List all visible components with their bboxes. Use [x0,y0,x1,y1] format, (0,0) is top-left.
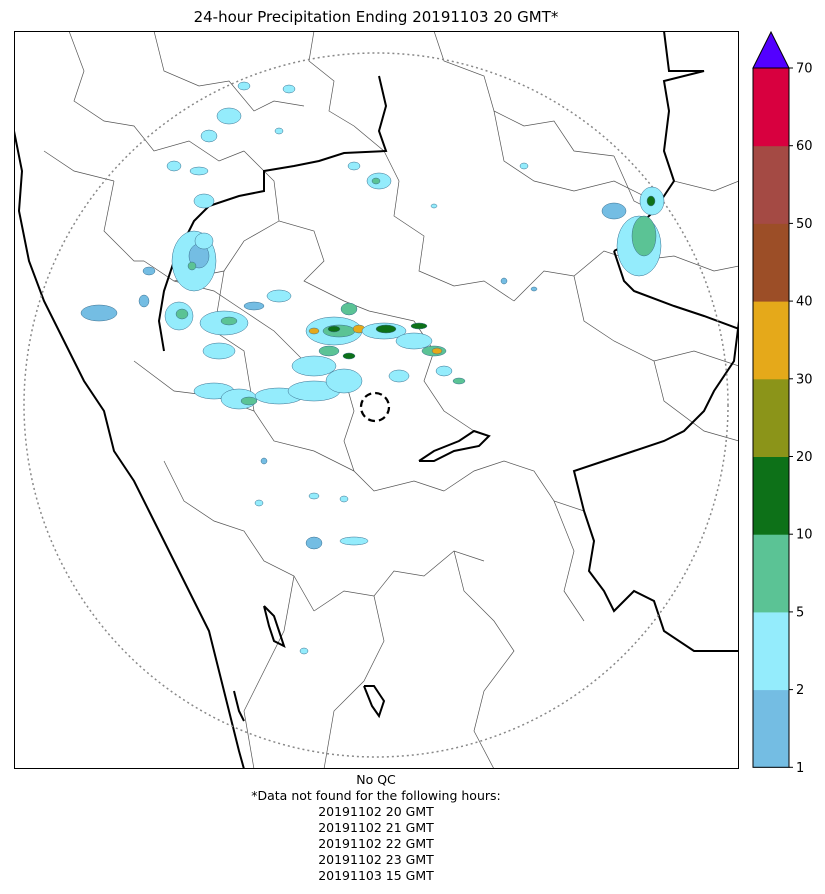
colorbar-segment [753,145,789,224]
colorbar-segment [753,611,789,691]
precipitation-echoes [80,81,665,655]
radar-site-marker [359,391,391,423]
colorbar-segment [753,301,789,380]
colorbar-segment [753,68,789,147]
colorbar-segment [753,456,789,535]
colorbar-tick-label: 2 [796,683,804,698]
colorbar-tick-label: 70 [796,62,813,77]
map-background [14,31,739,769]
colorbar-tick-label: 20 [796,450,813,465]
colorbar-tick-label: 40 [796,295,813,310]
colorbar-extend-arrow [752,30,790,69]
missing-hour: 20191103 15 GMT [318,868,434,883]
colorbar-tick-label: 10 [796,528,813,543]
map-border [14,31,739,769]
colorbar-tick-label: 60 [796,139,813,154]
colorbar: 1 2 5 10 20 30 40 50 60 70 [752,30,813,773]
colorbar-segment [753,223,789,302]
missing-hour: 20191102 23 GMT [318,852,434,867]
missing-hour: 20191102 20 GMT [318,804,434,819]
missing-hour: 20191102 22 GMT [318,836,434,851]
qc-note: No QC [356,772,396,787]
missing-data-header: *Data not found for the following hours: [251,788,501,803]
colorbar-tick-label: 1 [796,761,804,773]
district-boundaries [43,31,739,769]
colorbar-segment [753,689,789,768]
footer-notes: No QC *Data not found for the following … [14,772,738,884]
colorbar-border [752,67,790,768]
missing-hour: 20191102 21 GMT [318,820,434,835]
map-title: 24-hour Precipitation Ending 20191103 20… [193,8,559,26]
colorbar-tick-label: 50 [796,217,813,232]
range-ring [23,52,729,758]
colorbar-segment [753,534,789,613]
colorbar-tick-label: 30 [796,372,813,387]
radar-map [14,31,739,769]
colorbar-segment [753,378,789,457]
colorbar-tick-label: 5 [796,605,804,620]
